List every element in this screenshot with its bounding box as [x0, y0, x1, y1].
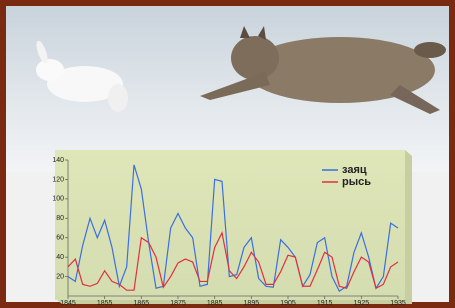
y-tick-label: 60	[56, 235, 64, 242]
x-tick-label: 1865	[134, 300, 150, 307]
y-tick-label: 140	[52, 157, 64, 164]
legend-label: рысь	[342, 176, 371, 188]
y-tick-label: 40	[56, 254, 64, 261]
y-tick-label: 120	[52, 176, 64, 183]
x-tick-label: 1935	[390, 300, 406, 307]
page: {"chart_data": {"type": "line", "x": [18…	[0, 0, 455, 308]
x-tick-label: 1875	[170, 300, 186, 307]
x-tick-label: 1855	[97, 300, 113, 307]
y-tick-label: 20	[56, 273, 64, 280]
y-tick-label: 100	[52, 196, 64, 203]
screen: 20 40 60 80 100 120 140 1845 1855 1865 1875 1885 189…	[0, 0, 455, 308]
y-tick-label: 80	[56, 215, 64, 222]
x-tick-label: 1905	[280, 300, 296, 307]
x-tick-label: 1885	[207, 300, 223, 307]
x-tick-label: 1845	[60, 300, 76, 307]
x-tick-label: 1915	[317, 300, 333, 307]
legend-label: заяц	[342, 164, 367, 176]
x-tick-label: 1895	[244, 300, 260, 307]
x-tick-label: 1925	[354, 300, 370, 307]
